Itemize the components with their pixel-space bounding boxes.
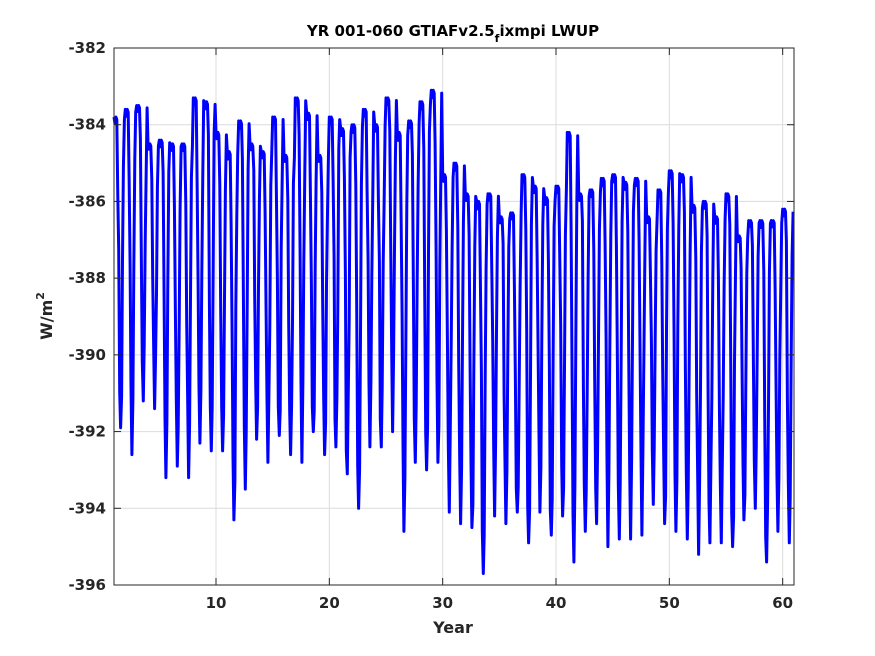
series-line: [112, 88, 795, 575]
y-axis-label-superscript: 2: [34, 292, 47, 300]
x-tick-label: 50: [659, 594, 680, 612]
y-tick-label: -394: [68, 499, 106, 517]
x-tick-label: 10: [206, 594, 227, 612]
y-tick-label: -396: [68, 576, 106, 594]
x-tick-label: 60: [772, 594, 793, 612]
x-axis-label: Year: [432, 618, 473, 637]
y-axis-label-base: W/m: [37, 300, 56, 340]
y-tick-label: -386: [68, 192, 106, 210]
chart-title-main: YR 001-060 GTIAFv2.5: [306, 22, 495, 40]
y-tick-label: -382: [68, 39, 106, 57]
x-tick-label: 40: [546, 594, 567, 612]
x-tick-label: 30: [432, 594, 453, 612]
chart-title: YR 001-060 GTIAFv2.5fixmpi LWUP: [306, 22, 599, 45]
y-tick-label: -390: [68, 346, 106, 364]
x-tick-labels: 10 20 30 40 50 60: [206, 594, 794, 612]
chart-title-tail: ixmpi LWUP: [499, 22, 599, 40]
y-tick-label: -388: [68, 269, 106, 287]
y-axis-label: W/m2: [34, 292, 56, 340]
ticks: [114, 47, 794, 586]
series-layer: [112, 88, 795, 575]
chart-title-subscript: f: [495, 32, 500, 45]
y-tick-labels: -396 -394 -392 -390 -388 -386 -384 -382: [68, 39, 106, 594]
x-tick-label: 20: [319, 594, 340, 612]
y-tick-label: -392: [68, 423, 106, 441]
y-tick-label: -384: [68, 116, 106, 134]
axes-box: [113, 47, 795, 586]
